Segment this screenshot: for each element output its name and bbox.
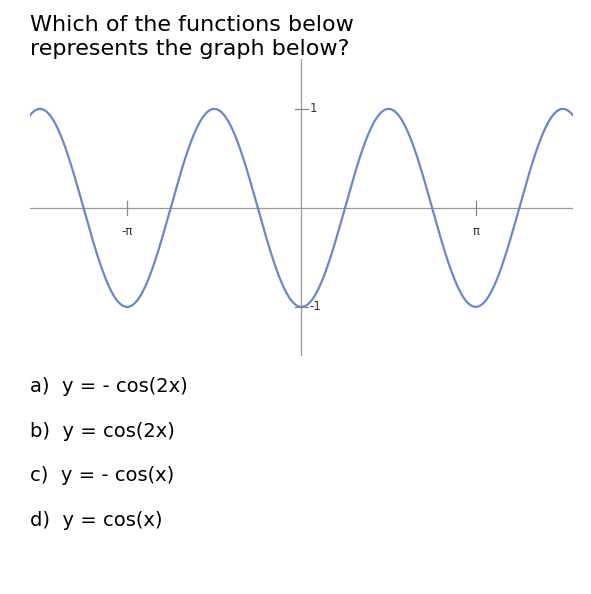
Text: 1: 1 bbox=[310, 102, 317, 115]
Text: Which of the functions below: Which of the functions below bbox=[30, 15, 353, 35]
Text: -1: -1 bbox=[310, 301, 322, 314]
Text: c)  y = - cos(x): c) y = - cos(x) bbox=[30, 466, 174, 485]
Text: b)  y = cos(2x): b) y = cos(2x) bbox=[30, 422, 174, 441]
Text: represents the graph below?: represents the graph below? bbox=[30, 39, 349, 59]
Text: π: π bbox=[472, 225, 479, 238]
Text: d)  y = cos(x): d) y = cos(x) bbox=[30, 511, 162, 530]
Text: -π: -π bbox=[121, 225, 133, 238]
Text: a)  y = - cos(2x): a) y = - cos(2x) bbox=[30, 377, 187, 396]
